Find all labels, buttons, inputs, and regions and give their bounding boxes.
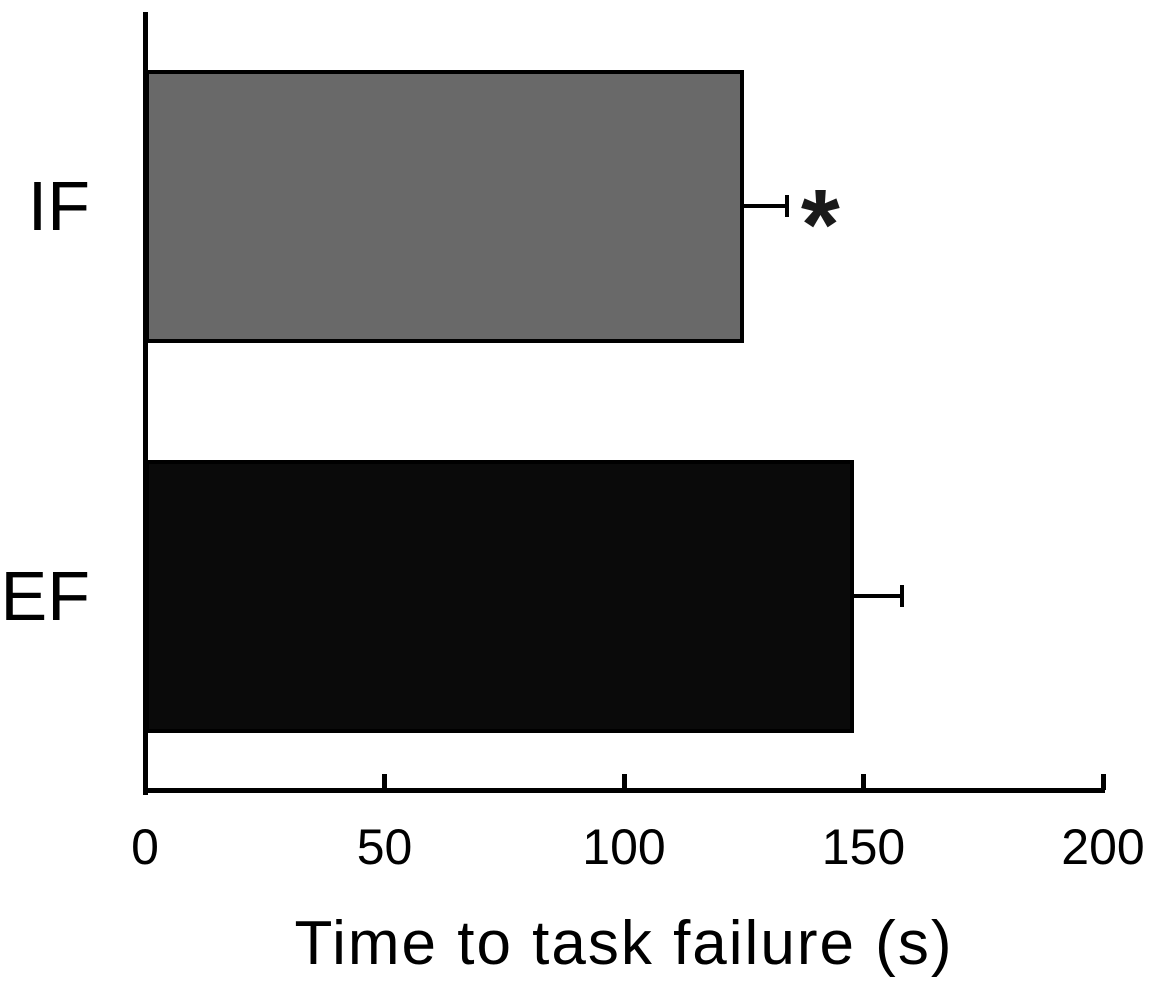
x-tick-50	[382, 774, 387, 790]
x-tick-label-100: 100	[582, 819, 666, 875]
category-label-ef: EF	[0, 557, 90, 635]
x-tick-100	[621, 774, 627, 790]
x-tick-label-0: 0	[131, 819, 159, 875]
bar-if	[145, 69, 744, 343]
x-axis-line	[143, 788, 1105, 793]
error-bar-cap-ef	[899, 585, 904, 607]
category-label-if: IF	[27, 167, 90, 245]
x-tick-label-200: 200	[1061, 819, 1145, 875]
x-tick-150	[861, 774, 866, 790]
significance-asterisk: *	[800, 169, 840, 281]
x-tick-label-150: 150	[821, 819, 906, 875]
x-axis-title: Time to task failure (s)	[294, 909, 954, 978]
y-axis-line	[143, 12, 148, 795]
bar-ef	[145, 459, 854, 733]
error-bar-ef	[853, 594, 902, 598]
error-bar-if	[743, 204, 787, 208]
x-tick-label-50: 50	[356, 819, 413, 875]
x-tick-200	[1100, 774, 1106, 790]
error-bar-cap-if	[784, 195, 789, 217]
